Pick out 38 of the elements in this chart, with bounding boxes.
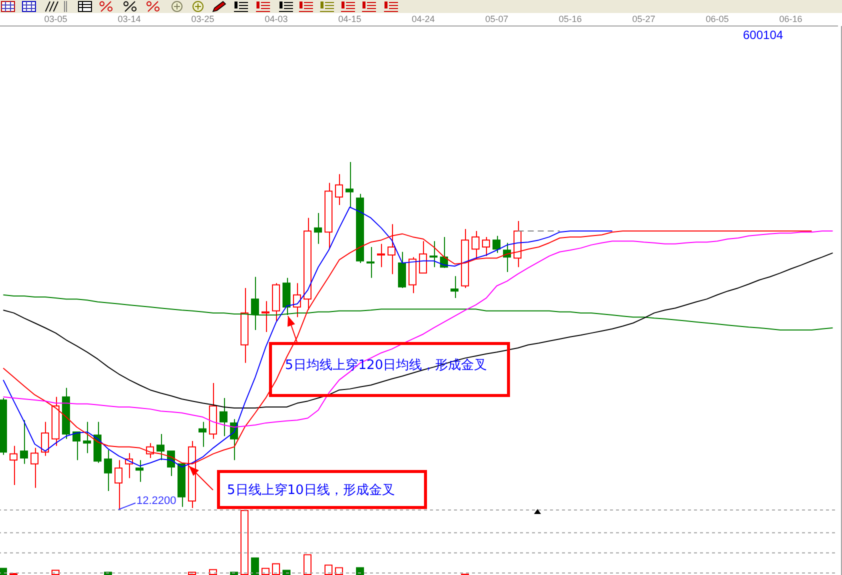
bar — [250, 557, 259, 575]
x-tick-label: 06-05 — [705, 14, 729, 24]
candlestick — [104, 450, 112, 492]
x-tick-label: 05-27 — [632, 14, 656, 24]
candlestick — [376, 243, 385, 268]
x-tick-label: 04-03 — [264, 14, 288, 24]
x-tick-label: 06-16 — [778, 14, 802, 24]
candlestick — [208, 382, 217, 440]
candlestick — [20, 420, 28, 464]
candlestick — [345, 162, 354, 208]
x-tick-label: 03-14 — [117, 14, 141, 24]
candlestick — [240, 287, 248, 364]
annotation: 5日线上穿10日线，形成金叉 — [227, 483, 395, 498]
candlestick — [324, 182, 332, 249]
candlestick — [334, 174, 343, 206]
x-tick-label: 05-07 — [484, 14, 508, 24]
x-tick-label: 04-24 — [411, 14, 435, 24]
chart-title: 600104 — [743, 28, 784, 42]
candlestick — [82, 421, 91, 454]
candlestick — [114, 460, 122, 510]
candlestick — [9, 445, 18, 486]
candlestick — [314, 212, 322, 244]
candlestick — [450, 276, 458, 299]
candlestick — [156, 434, 164, 461]
candlestick — [261, 300, 270, 333]
candlestick — [292, 282, 301, 318]
bar — [356, 567, 364, 575]
x-tick-label: 04-15 — [338, 14, 362, 24]
x-tick-label: 05-16 — [558, 14, 582, 24]
candlestick — [40, 421, 49, 456]
candlestick — [198, 421, 206, 448]
x-tick-label: 03-05 — [44, 14, 68, 24]
bar — [0, 568, 7, 575]
x-tick-label: 03-25 — [190, 14, 214, 24]
annotation: 12.2200 — [136, 495, 176, 507]
candlestick — [366, 246, 374, 278]
candlestick — [219, 397, 228, 437]
candlestick — [429, 240, 438, 268]
